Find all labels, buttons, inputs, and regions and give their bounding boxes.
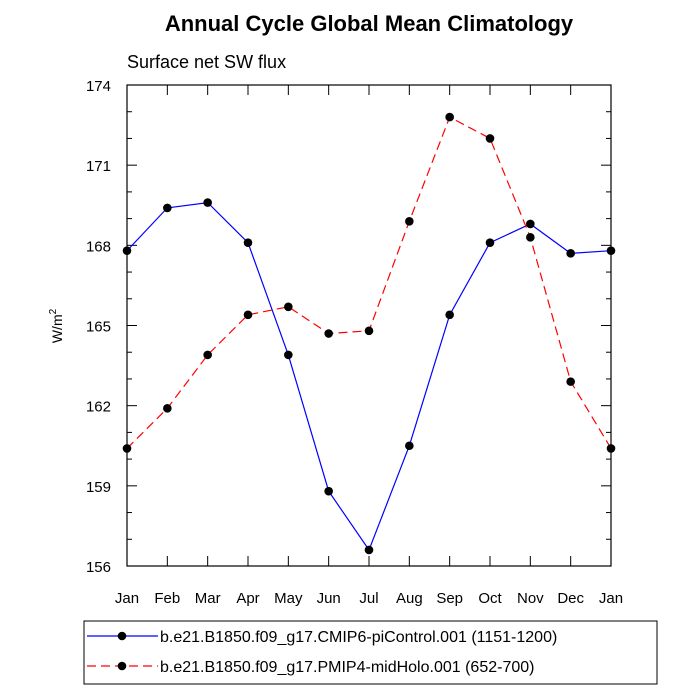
x-tick-label: Jul [359, 590, 378, 607]
data-point [485, 238, 495, 247]
data-point [606, 444, 616, 453]
data-point [122, 444, 132, 453]
data-point [445, 112, 454, 122]
x-tick-label: May [274, 590, 303, 607]
data-point [284, 350, 293, 360]
data-point [405, 216, 414, 226]
data-point [445, 310, 454, 320]
chart-title: Annual Cycle Global Mean Climatology [165, 11, 574, 36]
series-line-1 [126, 201, 612, 552]
data-point [203, 198, 212, 207]
plot-frame [126, 84, 612, 567]
y-tick-label: 171 [86, 158, 111, 175]
legend-marker-2 [117, 661, 127, 671]
x-tick-label: Feb [154, 590, 180, 607]
data-point [243, 310, 253, 320]
y-axis-label-unit: W/m [49, 314, 65, 343]
legend-marker-1 [117, 631, 127, 641]
x-tick-label: Aug [396, 590, 423, 607]
data-point [526, 219, 535, 229]
chart-subtitle: Surface net SW flux [127, 52, 286, 72]
y-axis-label: W/m2 [48, 308, 65, 343]
series-line-2 [126, 116, 612, 449]
legend-label-1: b.e21.B1850.f09_g17.CMIP6-piControl.001 … [160, 629, 557, 646]
x-tick-label: Jan [599, 590, 623, 607]
data-point [284, 302, 293, 312]
x-tick-label: Apr [236, 590, 259, 607]
legend-label-2: b.e21.B1850.f09_g17.PMIP4-midHolo.001 (6… [160, 659, 534, 676]
y-tick-label: 165 [86, 319, 111, 336]
x-tick-label: Mar [195, 590, 221, 607]
y-tick-label: 162 [86, 399, 111, 416]
data-point [405, 441, 414, 451]
y-tick-label: 159 [86, 479, 111, 496]
x-tick-label: Jan [115, 590, 139, 607]
data-point [526, 233, 535, 242]
data-point [163, 203, 172, 213]
data-point [243, 238, 253, 247]
x-tick-label: Nov [517, 590, 544, 607]
data-point [163, 404, 172, 413]
data-point [324, 486, 333, 496]
x-tick-label: Sep [436, 590, 463, 607]
data-point [566, 249, 575, 258]
axes: 156 159 162 165 168 171 174 Jan Feb Mar Apr May Jun J… [86, 78, 623, 607]
y-axis-label-exponent: 2 [48, 308, 59, 314]
data-point [485, 134, 495, 143]
y-tick-label: 174 [86, 78, 111, 95]
data-point [324, 329, 333, 338]
data-point [566, 377, 575, 386]
data-point [122, 246, 132, 255]
x-tick-label: Jun [317, 590, 341, 607]
y-tick-label: 156 [86, 559, 111, 576]
data-point [364, 326, 374, 336]
x-tick-label: Oct [478, 590, 502, 607]
data-point [203, 350, 212, 360]
series-layer [122, 112, 616, 555]
legend: b.e21.B1850.f09_g17.CMIP6-piControl.001 … [83, 620, 658, 685]
y-tick-label: 168 [86, 238, 111, 255]
x-tick-label: Dec [557, 590, 584, 607]
data-point [364, 545, 374, 555]
legend-box [83, 620, 658, 685]
data-point [606, 246, 616, 255]
